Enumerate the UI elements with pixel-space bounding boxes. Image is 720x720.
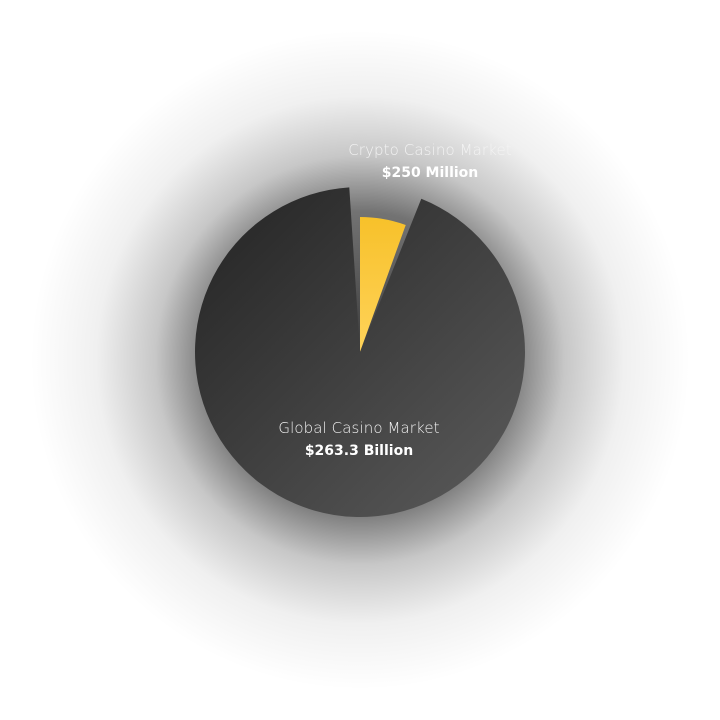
global-slice-value: $263.3 Billion bbox=[304, 443, 414, 459]
crypto-slice-label: Crypto Casino Market $250 Million bbox=[280, 141, 580, 181]
crypto-slice-value: $250 Million bbox=[381, 165, 479, 181]
crypto-slice-name: Crypto Casino Market bbox=[348, 141, 512, 159]
global-slice-label: Global Casino Market $263.3 Billion bbox=[209, 419, 509, 459]
pie-slice-global-casino-market bbox=[194, 187, 525, 518]
pie-slices bbox=[194, 187, 525, 518]
global-slice-name: Global Casino Market bbox=[278, 419, 440, 437]
pie-slice-crypto-casino-market bbox=[360, 217, 406, 352]
